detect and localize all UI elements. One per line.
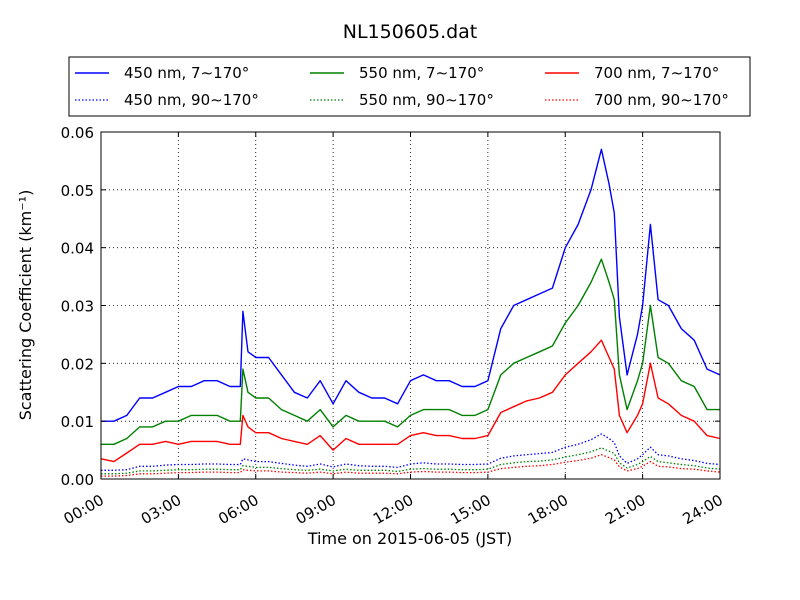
series-line-4: [101, 447, 721, 475]
y-axis-label: Scattering Coefficient (km⁻¹): [16, 190, 35, 421]
legend-frame: [68, 56, 751, 117]
x-tick-label: 06:00: [215, 491, 261, 528]
x-tick-label: 15:00: [447, 491, 493, 528]
legend-label-0: 450 nm, 7∼170°: [124, 64, 249, 82]
legend-label-4: 550 nm, 90∼170°: [359, 91, 494, 109]
legend-label-5: 700 nm, 90∼170°: [594, 91, 729, 109]
chart-grid: [101, 132, 720, 479]
legend-label-2: 700 nm, 7∼170°: [594, 64, 719, 82]
series-line-2: [100, 339, 721, 463]
y-tick-label: 0.00: [61, 471, 94, 489]
series-line-1: [101, 258, 720, 445]
y-tick-label: 0.02: [61, 355, 94, 373]
series-line-0: [101, 148, 721, 422]
x-tick-label: 24:00: [680, 491, 726, 528]
x-axis-label: Time on 2015-06-05 (JST): [307, 529, 512, 548]
chart-legend: 450 nm, 7∼170° 550 nm, 7∼170° 700 nm, 7∼17…: [68, 56, 751, 117]
x-tick-label: 03:00: [138, 491, 184, 528]
chart-series: [100, 148, 721, 477]
x-tick-label: 21:00: [602, 491, 648, 528]
y-tick-label: 0.01: [61, 413, 94, 431]
x-tick-label: 00:00: [61, 491, 107, 528]
x-tick-label: 18:00: [525, 491, 571, 528]
legend-label-3: 450 nm, 90∼170°: [124, 91, 259, 109]
y-tick-label: 0.06: [61, 124, 94, 142]
y-tick-label: 0.03: [61, 298, 94, 316]
x-tick-label: 12:00: [370, 491, 416, 528]
y-tick-label: 0.04: [61, 240, 94, 258]
y-tick-label: 0.05: [61, 182, 94, 200]
series-line-5: [101, 454, 721, 477]
series-line-3: [101, 433, 721, 471]
x-tick-label: 09:00: [293, 491, 339, 528]
legend-label-1: 550 nm, 7∼170°: [359, 64, 484, 82]
chart-title: NL150605.dat: [343, 21, 478, 43]
